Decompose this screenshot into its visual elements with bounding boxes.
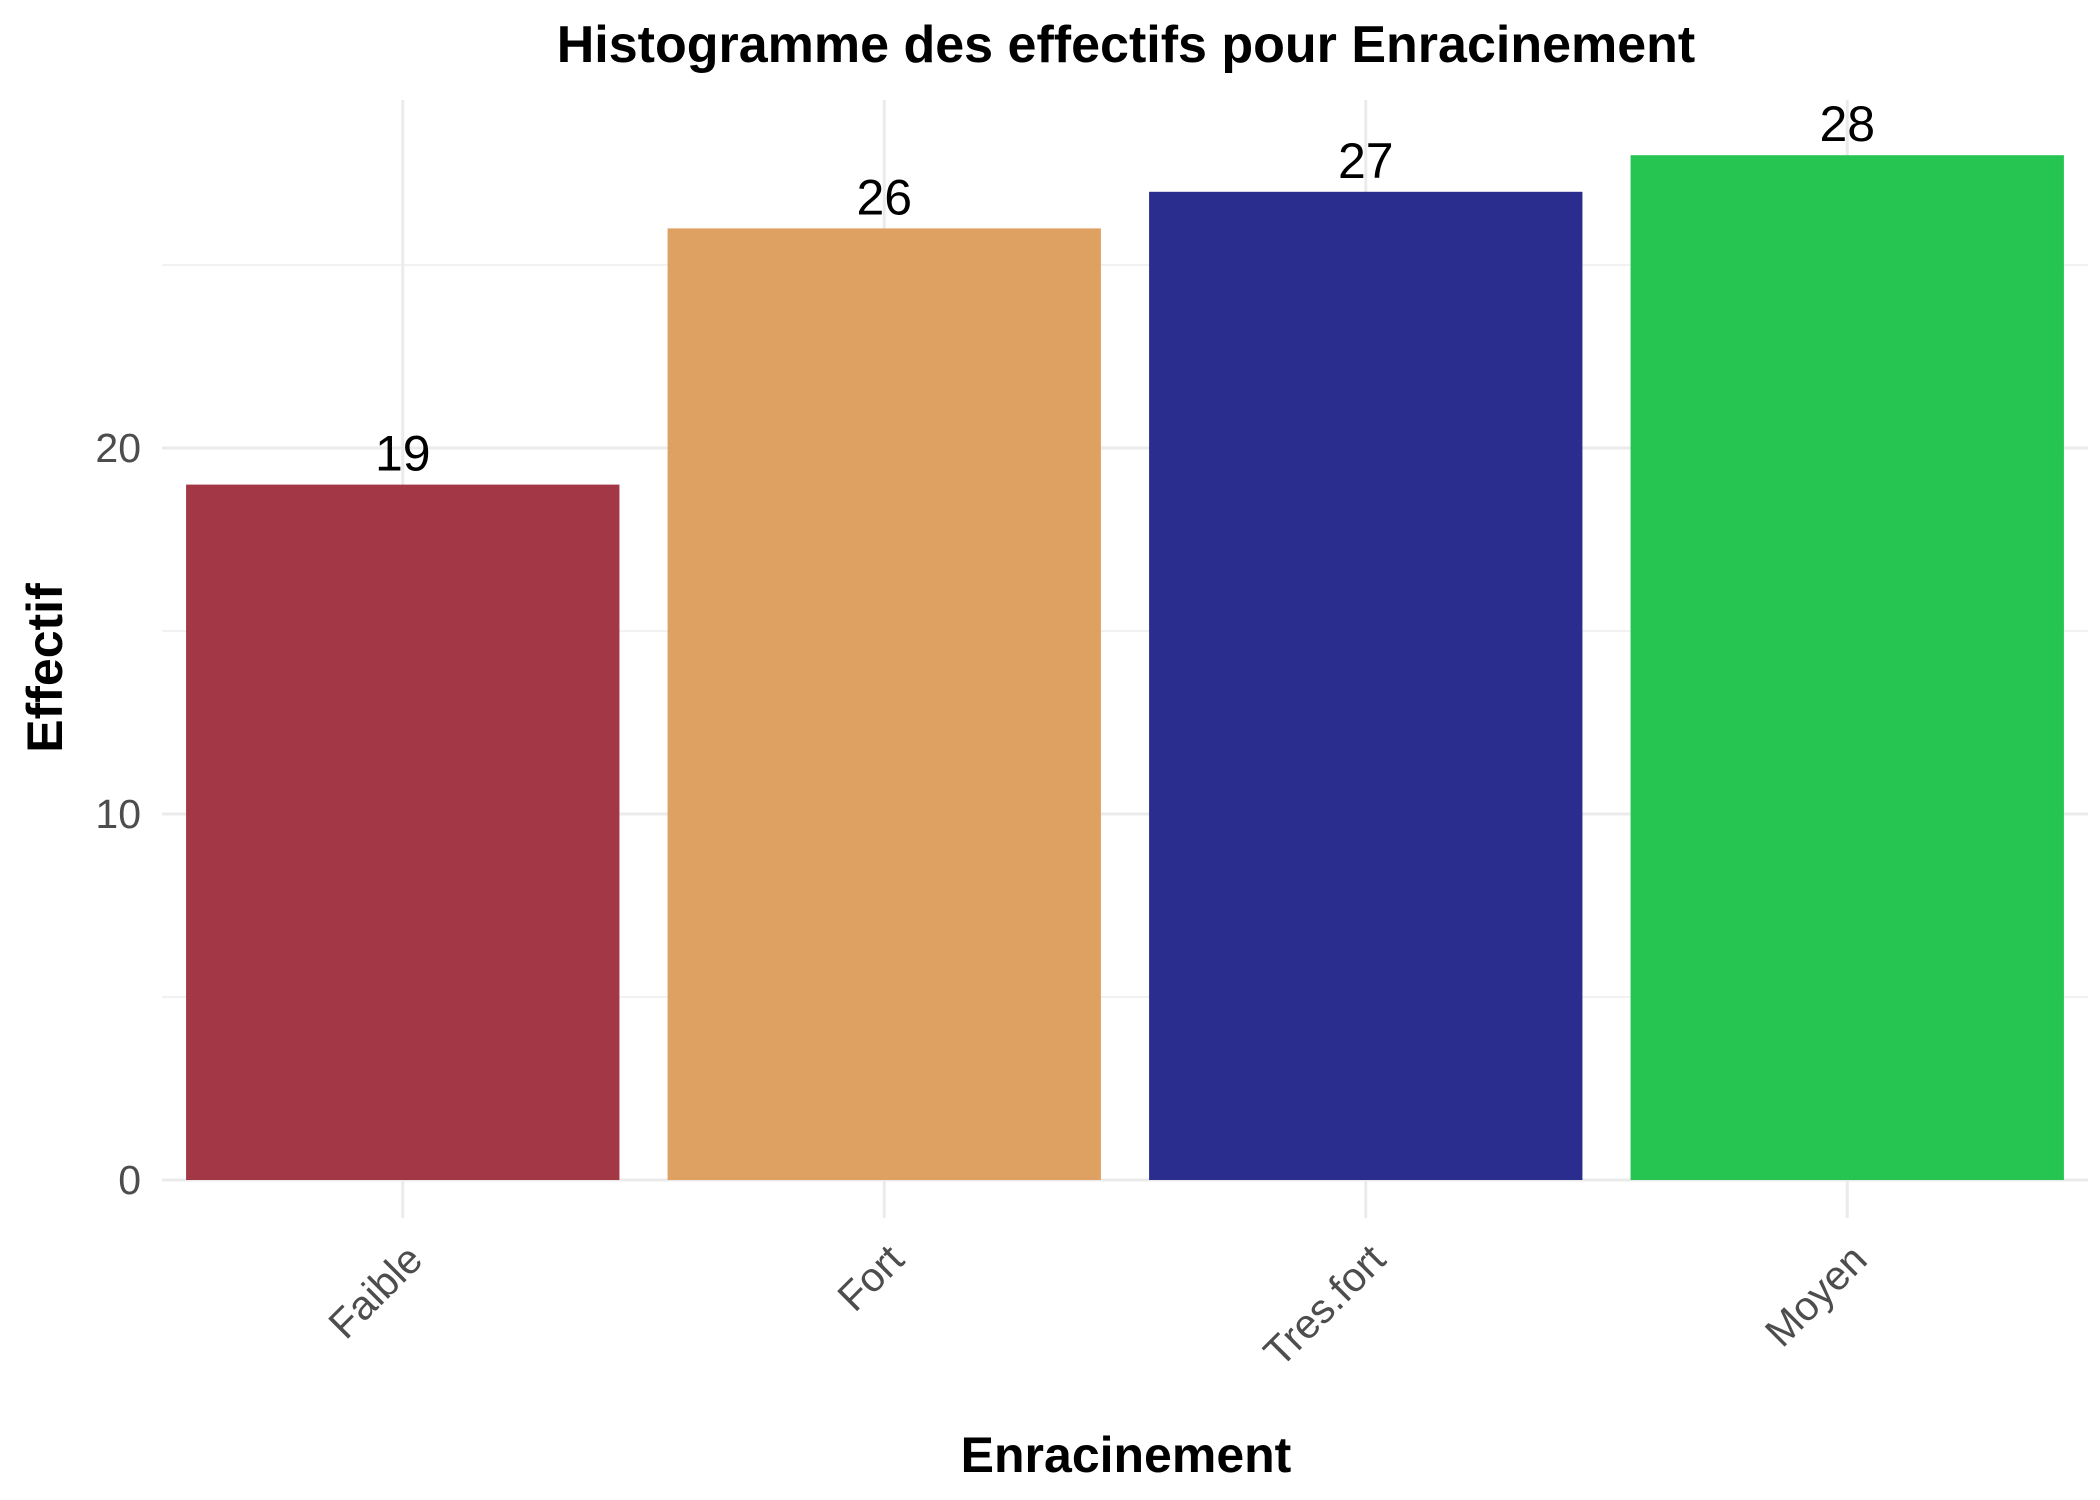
- x-axis-title: Enracinement: [961, 1427, 1292, 1483]
- bar-faible: [186, 484, 620, 1181]
- bar-fort: [667, 228, 1101, 1180]
- x-tick-label: Moyen: [1756, 1236, 1876, 1356]
- bar-tres-fort: [1149, 191, 1583, 1181]
- y-tick-label: 20: [95, 425, 141, 471]
- y-axis-ticks: 0 10 20: [95, 425, 141, 1203]
- x-tick-label: Faible: [320, 1236, 431, 1347]
- chart-title: Histogramme des effectifs pour Enracinem…: [557, 16, 1696, 74]
- y-tick-label: 0: [118, 1157, 141, 1203]
- x-tick-label: Tres.fort: [1255, 1235, 1395, 1375]
- bar-moyen: [1630, 155, 2064, 1181]
- data-label: 28: [1819, 96, 1875, 152]
- x-tick-label: Fort: [829, 1235, 913, 1319]
- y-tick-label: 10: [95, 791, 141, 837]
- bars: [186, 155, 2064, 1181]
- x-axis-ticks: Faible Fort Tres.fort Moyen: [320, 1235, 1876, 1375]
- y-axis-title: Effectif: [17, 583, 73, 753]
- data-labels: 19 26 27 28: [375, 96, 1875, 481]
- data-label: 19: [375, 426, 431, 482]
- data-label: 26: [856, 169, 912, 225]
- data-label: 27: [1338, 133, 1394, 189]
